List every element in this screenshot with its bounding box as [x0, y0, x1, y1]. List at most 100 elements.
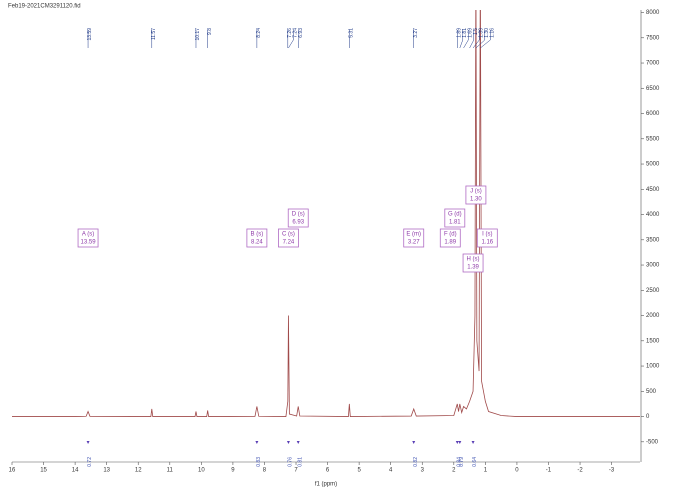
peak-label: 1.89	[456, 28, 462, 38]
multiplet-box: B (s) 8.24	[246, 228, 268, 248]
peak-label: 1.5	[473, 28, 479, 35]
peak-connector	[297, 30, 300, 49]
box-frame	[77, 228, 99, 248]
x-tick-label: -3	[609, 468, 615, 474]
peak-label: 1.16	[489, 28, 495, 38]
box-frame	[278, 228, 299, 248]
multiplet-box: C (s) 7.24	[278, 228, 299, 248]
multiplet-label: D (s)	[292, 212, 305, 218]
multiplet-shift: 1.16	[481, 240, 493, 246]
integral-marker	[296, 441, 300, 444]
multiplet-shift: 8.24	[251, 240, 263, 246]
multiplet-label: B (s)	[251, 232, 264, 238]
box-frame	[444, 208, 466, 228]
y-tick-label: 6000	[646, 111, 660, 117]
multiplet-label: J (s)	[470, 189, 482, 195]
peak-connector	[469, 30, 475, 49]
peak-label: 1.30	[484, 28, 490, 38]
x-tick-label: 4	[389, 468, 393, 474]
y-tick-label: 3500	[646, 237, 660, 243]
integral-marker	[455, 441, 459, 444]
integral-marker	[412, 441, 416, 444]
x-tick-label: 0	[515, 468, 519, 474]
multiplet-box: J (s) 1.30	[465, 185, 487, 205]
multiplet-shift: 1.39	[467, 265, 479, 271]
x-tick-label: 13	[103, 468, 110, 474]
x-tick-label: 1	[484, 468, 488, 474]
peak-label: 1.81	[462, 28, 468, 38]
y-tick-label: 5000	[646, 162, 660, 168]
integral-marker	[255, 441, 259, 444]
multiplet-shift: 1.89	[444, 240, 456, 246]
x-tick-label: 7	[294, 468, 298, 474]
peak-connector	[480, 30, 491, 49]
y-tick-label: 1000	[646, 364, 660, 370]
box-frame	[287, 208, 309, 228]
x-tick-label: 12	[135, 468, 142, 474]
box-frame	[246, 228, 268, 248]
integral-value: 0.84	[456, 457, 462, 467]
y-tick-label: 1500	[646, 338, 660, 344]
integral-value: 0.79	[459, 457, 465, 467]
box-frame	[476, 228, 498, 248]
box-frame	[439, 228, 461, 248]
y-tick-label: 3000	[646, 263, 660, 269]
integral-marker	[286, 441, 290, 444]
peak-label: 10.17	[195, 28, 201, 41]
x-tick-label: 8	[263, 468, 267, 474]
y-tick-label: 6500	[646, 86, 660, 92]
x-tick-label: 9	[231, 468, 235, 474]
box-frame	[465, 185, 487, 205]
peak-connector	[288, 30, 294, 49]
x-tick-label: -2	[577, 468, 583, 474]
peak-label: 13.59	[87, 28, 93, 41]
multiplet-box: F (d) 1.89	[439, 228, 461, 248]
peak-connector	[475, 30, 486, 49]
box-frame	[403, 228, 425, 248]
peak-label: 1.39	[478, 28, 484, 38]
multiplet-box: A (s) 13.59	[77, 228, 99, 248]
x-tick-label: 5	[357, 468, 361, 474]
multiplet-box: E (m) 3.27	[403, 228, 425, 248]
integral-marker	[471, 441, 475, 444]
integral-value: 0.64	[472, 457, 478, 467]
spectrum	[12, 10, 640, 417]
chart-title: Feb19-2021CM3291120.fid	[8, 4, 81, 10]
integral-value: 0.83	[256, 457, 262, 467]
x-tick-label: -1	[546, 468, 552, 474]
y-tick-label: 8000	[646, 10, 660, 16]
peak-label: 8.24	[256, 28, 262, 38]
peak-connector	[463, 30, 469, 49]
x-tick-label: 10	[198, 468, 205, 474]
multiplet-shift: 6.93	[292, 220, 304, 226]
peak-label: 7.26	[287, 28, 293, 38]
multiplet-box: G (d) 1.81	[444, 208, 466, 228]
integral-value: 0.76	[288, 457, 294, 467]
peak-label: 5.31	[348, 28, 354, 38]
y-tick-label: 2500	[646, 288, 660, 294]
x-tick-label: 11	[167, 468, 174, 474]
multiplet-label: G (d)	[448, 212, 462, 218]
x-axis-label: f1 (ppm)	[315, 482, 337, 488]
multiplet-label: C (s)	[282, 232, 295, 238]
integral-marker	[458, 441, 462, 444]
box-frame	[462, 253, 484, 273]
peak-label: 11.57	[151, 28, 157, 40]
peak-label: 9.8	[207, 28, 213, 35]
integral-value: 0.72	[87, 457, 93, 467]
x-tick-label: 15	[40, 468, 47, 474]
multiplet-shift: 7.24	[283, 240, 295, 246]
y-tick-label: 5500	[646, 136, 660, 142]
integral-value: 0.81	[297, 457, 303, 467]
y-tick-label: 7000	[646, 61, 660, 67]
multiplet-box: H (s) 1.39	[462, 253, 484, 273]
multiplet-box: D (s) 6.93	[287, 208, 309, 228]
y-tick-label: 2000	[646, 313, 660, 319]
integral-value: 0.82	[413, 457, 419, 467]
x-tick-label: 6	[326, 468, 330, 474]
multiplet-label: H (s)	[467, 257, 480, 263]
x-tick-label: 14	[72, 468, 79, 474]
multiplet-shift: 1.30	[470, 197, 482, 203]
multiplet-label: F (d)	[444, 232, 457, 238]
